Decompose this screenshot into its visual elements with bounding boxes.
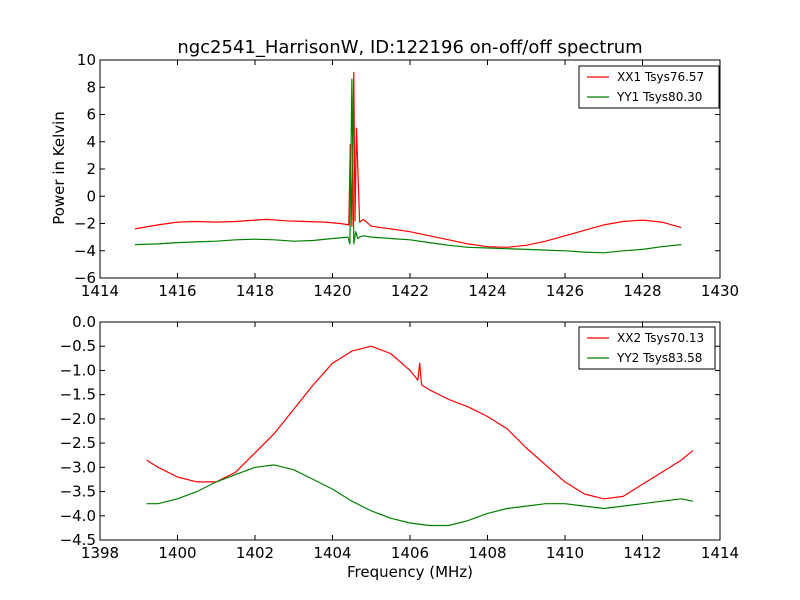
legend-0: XX1 Tsys76.57 YY1 Tsys80.30 [578,65,720,109]
y-tick-label-1-1: −0.5 [60,337,96,355]
x-tick-label-1-7: 1412 [623,544,661,562]
x-tick-label-0-2: 1418 [236,282,274,300]
top-plot-panel: 1414 1416 1418 1420 1422 1424 1426 1428 1430 −6 −4… [74,51,739,300]
y-tick-label-1-9: −4.5 [60,531,96,549]
legend-label-0-1: YY1 Tsys80.30 [616,90,702,104]
legend-box-1 [578,326,716,370]
legend-box-0 [578,65,720,109]
x-tick-label-1-2: 1402 [236,544,274,562]
series-line-0-1 [134,78,682,254]
y-tick-label-0-8: 10 [77,51,96,69]
y-tick-label-1-6: −3.0 [60,458,96,476]
x-tick-label-1-0: 1398 [81,544,119,562]
x-tick-label-1-3: 1404 [313,544,351,562]
y-tick-label-0-1: −4 [74,242,96,260]
legend-label-0-0: XX1 Tsys76.57 [617,70,704,84]
y-tick-label-0-0: −6 [74,269,96,287]
x-tick-label-0-7: 1428 [623,282,661,300]
x-tick-label-0-5: 1424 [468,282,506,300]
x-tick-label-0-3: 1420 [313,282,351,300]
y-tick-label-1-5: −2.5 [60,434,96,452]
y-tick-label-0-3: 0 [86,187,96,205]
x-tick-label-1-8: 1414 [701,544,739,562]
y-tick-label-0-4: 2 [86,160,96,178]
x-tick-label-0-0: 1414 [81,282,119,300]
x-tick-label-1-6: 1410 [546,544,584,562]
series-line-0-0 [134,71,682,248]
top-y-axis-label: Power in Kelvin [50,111,68,225]
y-tick-label-0-7: 8 [86,78,96,96]
x-tick-label-0-1: 1416 [158,282,196,300]
y-tick-label-1-3: −1.5 [60,386,96,404]
x-tick-label-0-8: 1430 [701,282,739,300]
y-tick-label-1-7: −3.5 [60,483,96,501]
y-tick-label-1-2: −1.0 [60,361,96,379]
chart-title: ngc2541_HarrisonW, ID:122196 on-off/off … [177,37,642,58]
x-tick-label-0-4: 1422 [391,282,429,300]
legend-1: XX2 Tsys70.13 YY2 Tsys83.58 [578,326,716,370]
y-tick-label-0-5: 4 [86,133,96,151]
x-tick-label-0-6: 1426 [546,282,584,300]
series-line-1-0 [146,345,694,500]
legend-label-1-0: XX2 Tsys70.13 [617,331,704,345]
bottom-plot-panel: 1398 1400 1402 1404 1406 1408 1410 1412 1414 0.0 −… [60,313,740,562]
x-tick-label-1-1: 1400 [158,544,196,562]
legend-label-1-1: YY2 Tsys83.58 [616,351,702,365]
series-line-1-1 [146,464,694,527]
y-tick-label-0-2: −2 [74,215,96,233]
y-tick-label-0-6: 6 [86,106,96,124]
bottom-x-axis-label: Frequency (MHz) [347,563,473,581]
y-tick-label-1-4: −2.0 [60,410,96,428]
x-tick-label-1-5: 1408 [468,544,506,562]
y-tick-label-1-0: 0.0 [72,313,96,331]
y-tick-label-1-8: −4.0 [60,507,96,525]
x-tick-label-1-4: 1406 [391,544,429,562]
